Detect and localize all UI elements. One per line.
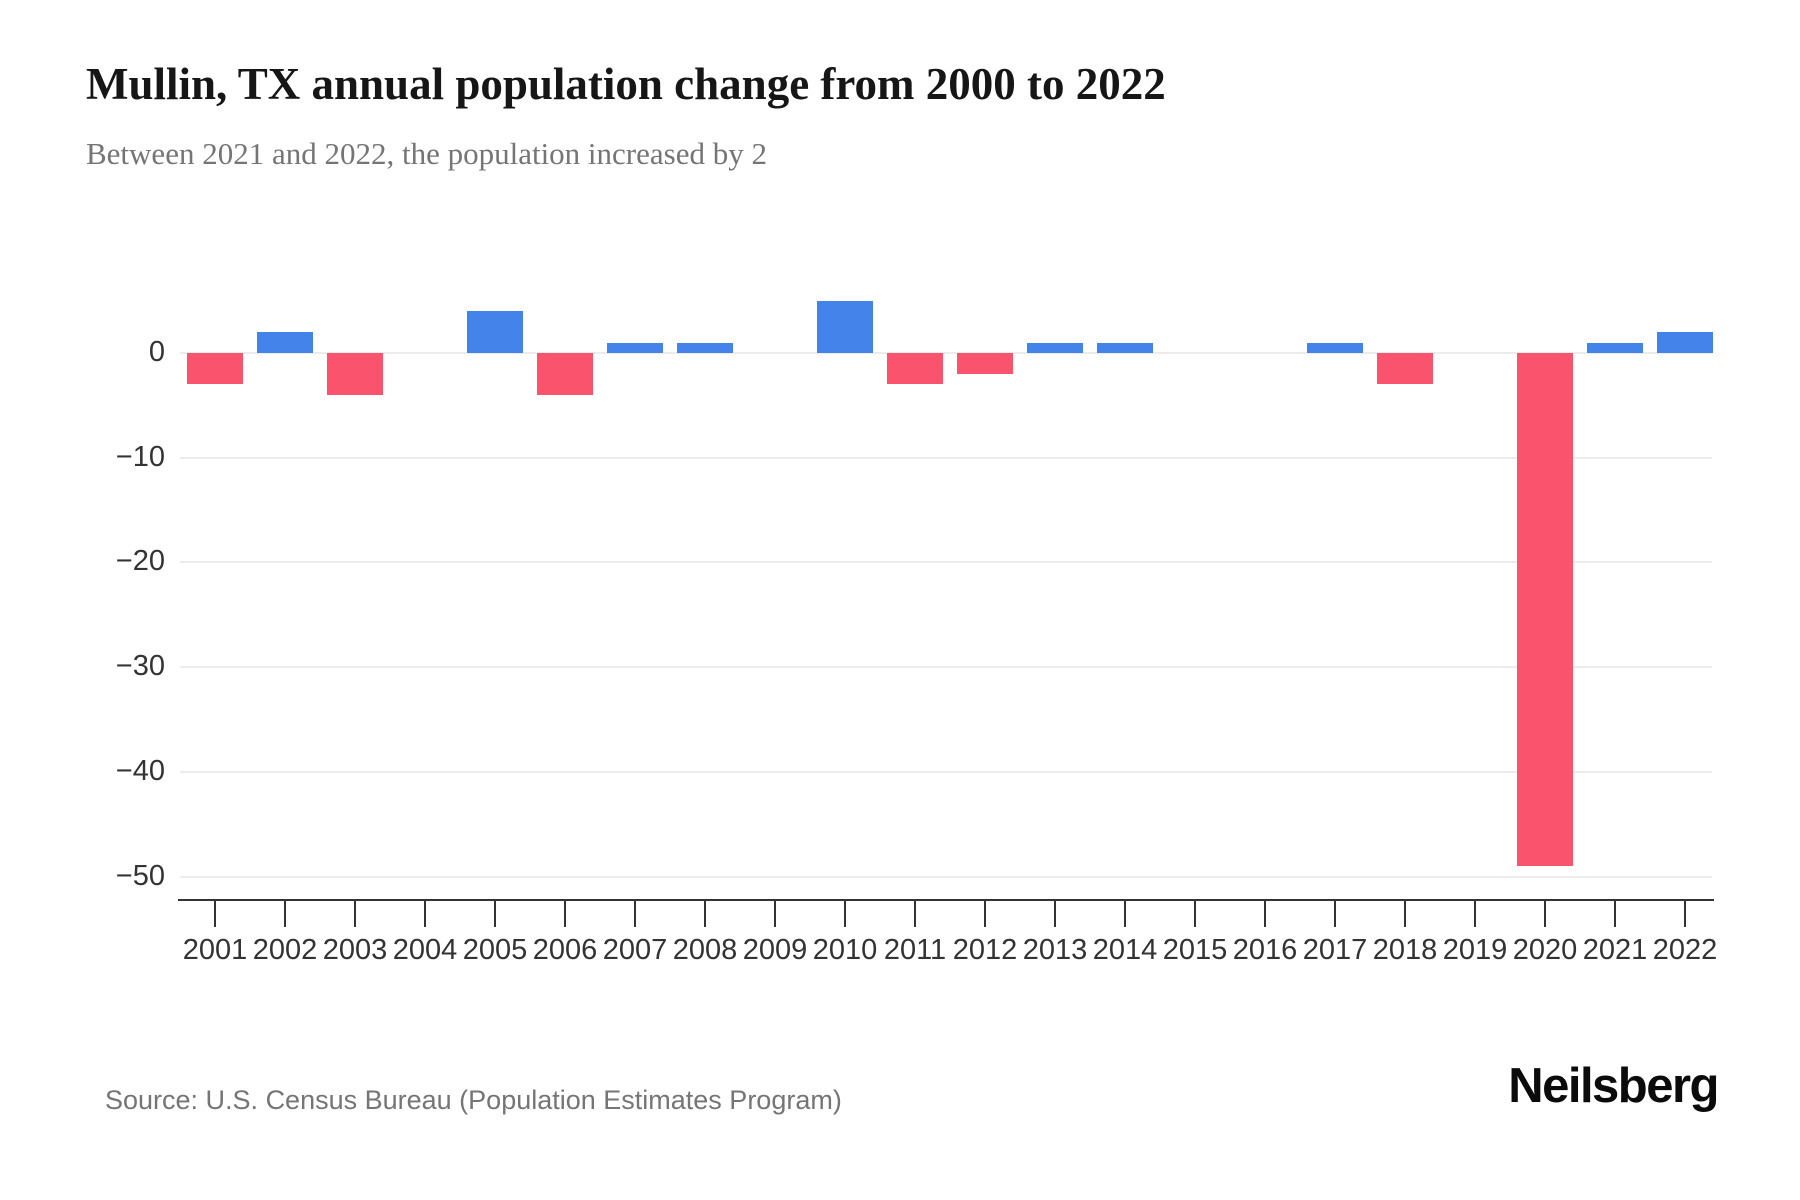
x-axis-tick-label: 2014 <box>1092 934 1158 966</box>
y-gridline <box>180 561 1712 564</box>
bar-2007 <box>607 342 663 353</box>
y-gridline <box>180 770 1712 773</box>
y-axis-tick-label: −30 <box>115 650 165 683</box>
x-axis-tick <box>494 899 496 927</box>
bar-2020 <box>1517 353 1573 867</box>
bar-2022 <box>1657 332 1713 353</box>
x-axis-tick-label: 2007 <box>602 934 668 966</box>
x-axis-tick <box>984 899 986 927</box>
y-gridline <box>180 456 1712 459</box>
x-axis-line <box>178 899 1714 901</box>
x-axis-tick-label: 2005 <box>462 934 528 966</box>
x-axis-tick <box>1404 899 1406 927</box>
bar-2021 <box>1587 342 1643 353</box>
x-axis-tick <box>284 899 286 927</box>
x-axis-tick-label: 2021 <box>1582 934 1648 966</box>
x-axis-tick <box>844 899 846 927</box>
y-axis-tick-label: −10 <box>115 440 165 473</box>
x-axis-tick-label: 2019 <box>1442 934 1508 966</box>
x-axis-tick-label: 2016 <box>1232 934 1298 966</box>
y-axis-tick-label: −20 <box>115 545 165 578</box>
chart-title: Mullin, TX annual population change from… <box>86 59 1166 109</box>
x-axis-tick <box>354 899 356 927</box>
x-axis-tick-label: 2018 <box>1372 934 1438 966</box>
x-axis-tick <box>1614 899 1616 927</box>
x-axis-tick <box>774 899 776 927</box>
x-axis-tick-label: 2008 <box>672 934 738 966</box>
x-axis-tick <box>1334 899 1336 927</box>
y-gridline <box>180 875 1712 878</box>
y-axis-tick-label: 0 <box>148 336 165 368</box>
x-axis-tick <box>214 899 216 927</box>
x-axis-tick-label: 2011 <box>883 934 947 966</box>
x-axis-tick-label: 2006 <box>532 934 598 966</box>
x-axis-tick-label: 2002 <box>252 934 318 966</box>
x-axis-tick <box>424 899 426 927</box>
x-axis-tick <box>914 899 916 927</box>
x-axis-tick-label: 2013 <box>1022 934 1088 966</box>
x-axis-tick-label: 2012 <box>952 934 1018 966</box>
x-axis-tick <box>1124 899 1126 927</box>
x-axis-tick <box>704 899 706 927</box>
x-axis-tick-label: 2017 <box>1302 934 1368 966</box>
y-gridline <box>180 352 1712 354</box>
x-axis-tick-label: 2010 <box>812 934 878 966</box>
source-note: Source: U.S. Census Bureau (Population E… <box>105 1085 842 1115</box>
x-axis-tick-label: 2001 <box>182 934 248 966</box>
bar-2012 <box>957 353 1013 374</box>
bar-2011 <box>887 353 943 385</box>
bar-2017 <box>1307 342 1363 353</box>
x-axis-tick-label: 2022 <box>1652 934 1718 966</box>
y-axis-tick-label: −40 <box>115 754 165 787</box>
x-axis-tick <box>1194 899 1196 927</box>
x-axis-tick-label: 2020 <box>1512 934 1578 966</box>
bar-2014 <box>1097 342 1153 353</box>
bar-2003 <box>327 353 383 395</box>
x-axis-tick <box>1474 899 1476 927</box>
bar-2001 <box>187 353 243 385</box>
chart-subtitle: Between 2021 and 2022, the population in… <box>86 136 767 171</box>
x-axis-tick <box>1544 899 1546 927</box>
x-axis-tick <box>1054 899 1056 927</box>
brand-logo: Neilsberg <box>1508 1059 1719 1113</box>
bar-2018 <box>1377 353 1433 385</box>
bar-2005 <box>467 311 523 353</box>
bar-2006 <box>537 353 593 395</box>
x-axis-tick-label: 2009 <box>742 934 808 966</box>
x-axis-tick <box>564 899 566 927</box>
x-axis-tick <box>1684 899 1686 927</box>
bar-2010 <box>817 300 873 353</box>
bar-2008 <box>677 342 733 353</box>
x-axis-tick <box>1264 899 1266 927</box>
y-gridline <box>180 666 1712 669</box>
y-axis-tick-label: −50 <box>115 859 165 892</box>
x-axis-tick <box>634 899 636 927</box>
bar-2002 <box>257 332 313 353</box>
bar-2013 <box>1027 342 1083 353</box>
x-axis-tick-label: 2004 <box>392 934 458 966</box>
x-axis-tick-label: 2015 <box>1162 934 1228 966</box>
x-axis-tick-label: 2003 <box>322 934 388 966</box>
